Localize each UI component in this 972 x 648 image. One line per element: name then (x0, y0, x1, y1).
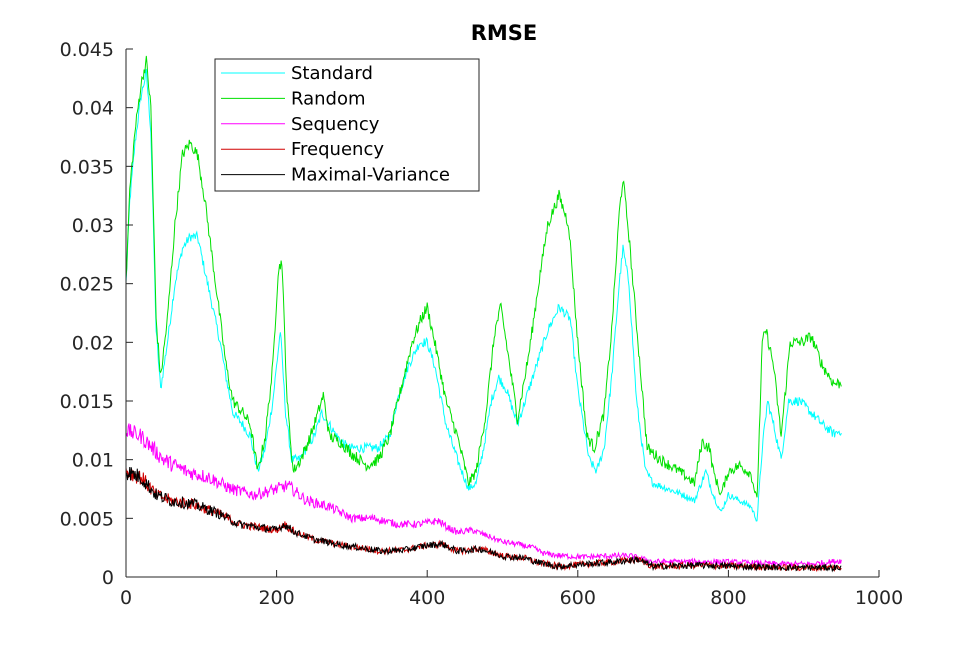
series-line-random (125, 55, 842, 498)
chart-title: RMSE (471, 21, 538, 45)
axes: 0 200 400 600 800 1000 0 0.005 0.01 0.015 0.02 0.02… (60, 39, 904, 609)
y-tick-label: 0.035 (60, 156, 114, 178)
legend-label: Frequency (291, 139, 384, 160)
x-tick-label: 800 (710, 587, 746, 609)
y-tick-label: 0.01 (72, 450, 114, 472)
y-tick-label: 0.045 (60, 39, 114, 61)
y-tick-label: 0.03 (72, 215, 114, 237)
legend-box (214, 58, 480, 192)
plot-area (125, 55, 842, 573)
y-tick-label: 0.025 (60, 274, 114, 296)
legend: Standard Random Sequency Frequency Maximal-V… (214, 58, 480, 192)
legend-label: Maximal-Variance (291, 165, 450, 186)
y-tick-label: 0 (102, 567, 114, 589)
y-tick-label: 0.005 (60, 508, 114, 530)
x-tick-label: 600 (560, 587, 596, 609)
series-line-standard (125, 68, 842, 522)
series-line-sequency (125, 423, 842, 569)
x-tick-label: 1000 (855, 587, 903, 609)
series-line-frequency (125, 467, 842, 573)
series-line-maximal-variance (125, 466, 842, 573)
legend-label: Sequency (291, 114, 380, 135)
y-tick-label: 0.015 (60, 391, 114, 413)
x-tick-label: 200 (258, 587, 294, 609)
y-tick-label: 0.04 (72, 98, 114, 120)
legend-label: Standard (291, 63, 373, 84)
y-tick-label: 0.02 (72, 332, 114, 354)
x-tick-label: 0 (120, 587, 132, 609)
x-tick-label: 400 (409, 587, 445, 609)
legend-label: Random (291, 88, 366, 109)
